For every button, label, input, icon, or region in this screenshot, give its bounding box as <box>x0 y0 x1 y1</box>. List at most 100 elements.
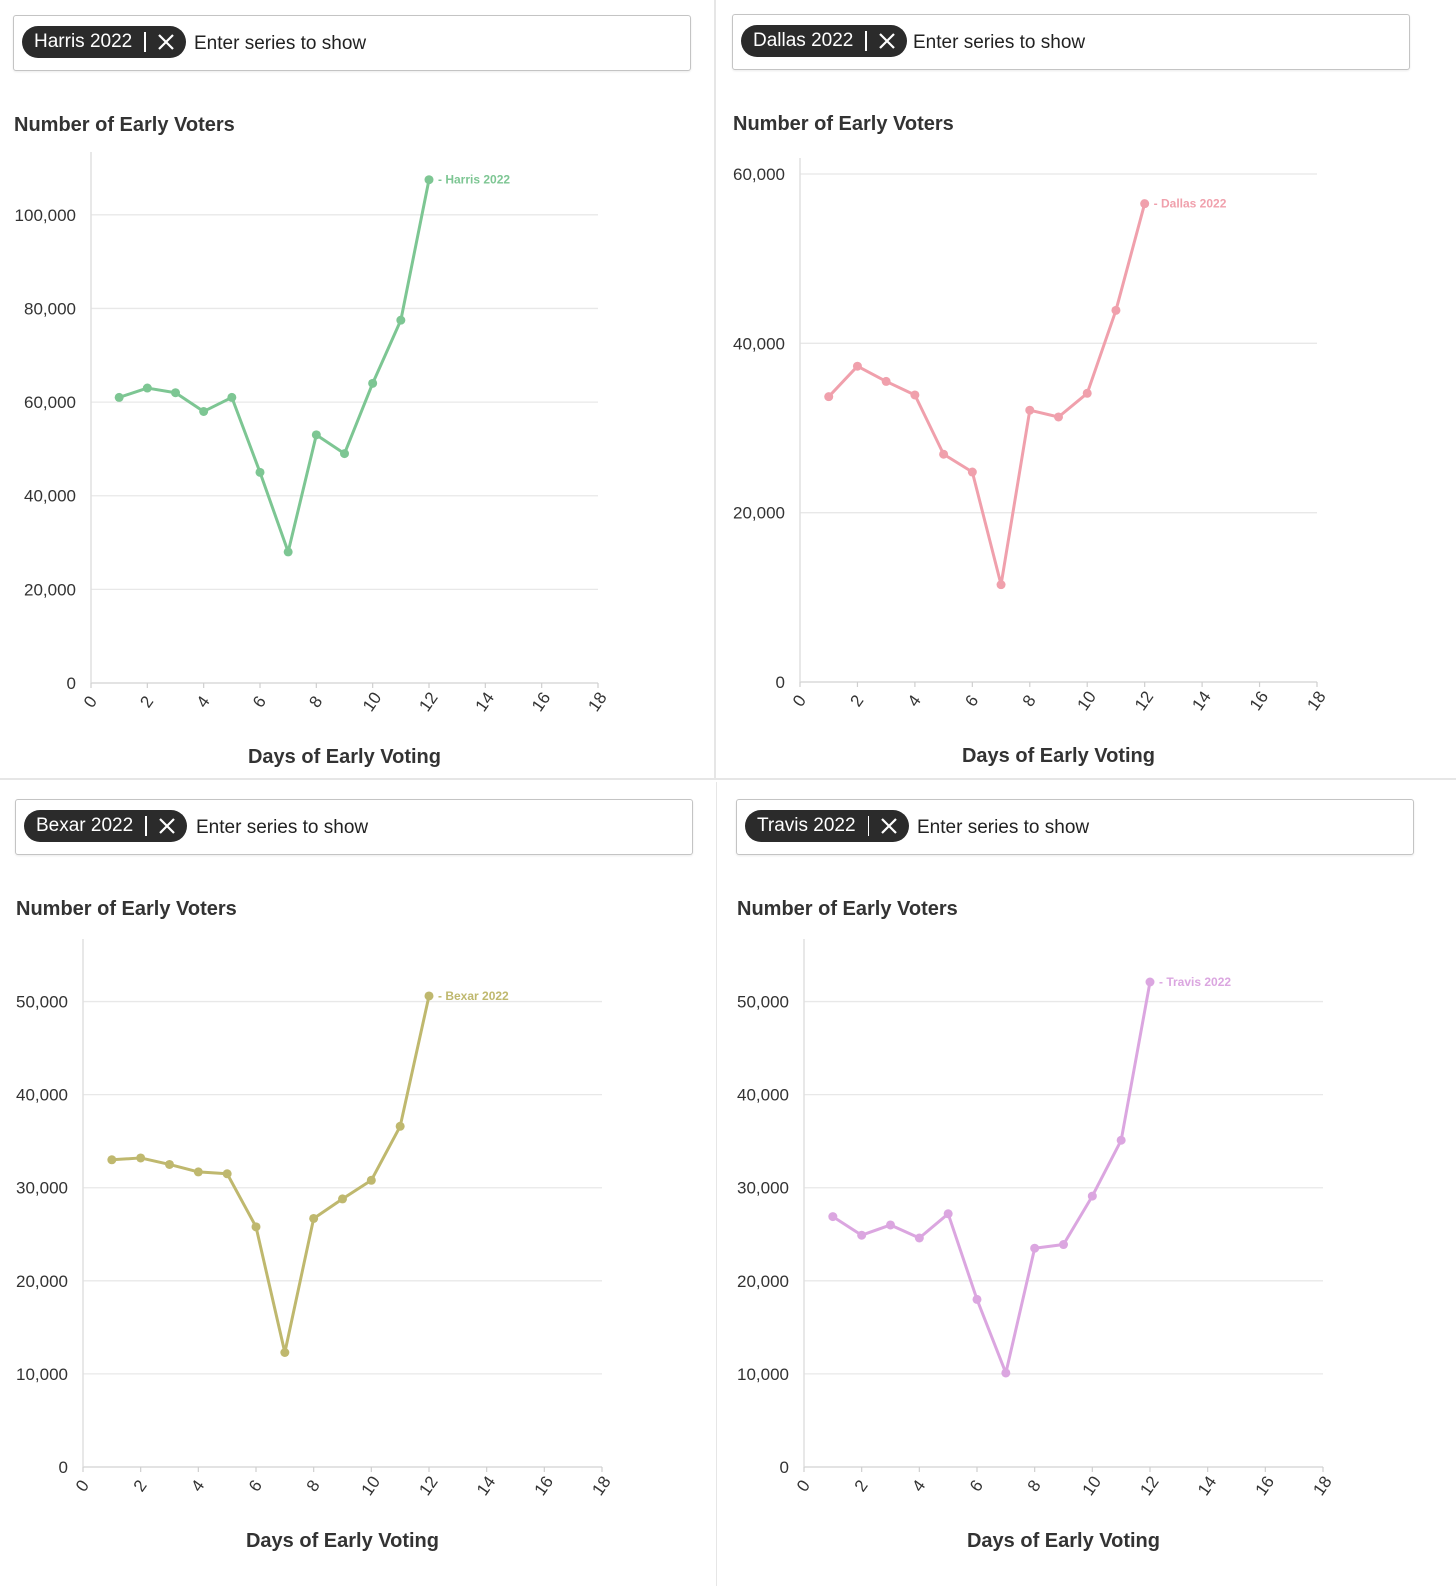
data-point[interactable] <box>943 1209 953 1219</box>
data-point[interactable] <box>280 1347 290 1357</box>
data-point[interactable] <box>424 991 434 1001</box>
series-search-input[interactable] <box>911 27 1385 59</box>
data-point[interactable] <box>910 390 920 400</box>
data-point[interactable] <box>881 376 891 386</box>
series-line <box>111 995 431 1354</box>
y-tick-label: 20,000 <box>737 1272 789 1291</box>
data-point[interactable] <box>1111 305 1121 315</box>
horizontal-divider <box>0 778 1456 780</box>
data-point[interactable] <box>1030 1243 1040 1253</box>
data-point[interactable] <box>1087 1191 1097 1201</box>
data-point[interactable] <box>396 315 406 325</box>
data-point[interactable] <box>171 388 180 398</box>
remove-series-icon[interactable] <box>157 816 177 836</box>
series-chip[interactable]: Bexar 2022 <box>24 810 187 842</box>
y-tick-label: 0 <box>780 1458 789 1477</box>
series-search-input[interactable] <box>192 28 666 60</box>
y-tick-label: 40,000 <box>16 1086 68 1105</box>
data-point[interactable] <box>996 580 1006 590</box>
y-tick-label: 0 <box>776 673 785 692</box>
x-tick-label: 10 <box>1079 1473 1105 1499</box>
x-tick-label: 14 <box>473 1473 499 1499</box>
data-point[interactable] <box>914 1233 924 1243</box>
x-tick-label: 2 <box>136 693 157 712</box>
chart-panel-dallas: Dallas 2022 Number of Early Voters 0 20,00… <box>732 14 1432 792</box>
data-point[interactable] <box>142 383 152 393</box>
data-point[interactable] <box>857 1230 867 1240</box>
remove-series-icon[interactable] <box>879 816 899 836</box>
x-tick-label: 16 <box>1246 688 1272 714</box>
y-tick-label: 10,000 <box>16 1365 68 1384</box>
series-search-input[interactable] <box>194 812 668 844</box>
y-tick-label: 40,000 <box>733 334 785 353</box>
x-tick-label: 18 <box>588 1473 614 1499</box>
data-point[interactable] <box>972 1294 982 1304</box>
data-point[interactable] <box>107 1155 117 1165</box>
data-point[interactable] <box>967 467 977 477</box>
series-chip[interactable]: Harris 2022 <box>22 26 186 58</box>
chip-separator <box>865 31 867 51</box>
chart-title: Number of Early Voters <box>733 113 954 135</box>
data-point[interactable] <box>222 1169 232 1179</box>
series-end-label: - Travis 2022 <box>1159 975 1231 989</box>
data-point[interactable] <box>136 1153 146 1163</box>
x-tick-label: 2 <box>851 1477 872 1496</box>
data-point[interactable] <box>366 1175 376 1185</box>
data-point[interactable] <box>1054 412 1063 422</box>
series-chip-label: Dallas 2022 <box>753 30 854 51</box>
series-line <box>118 179 431 554</box>
series-end-label: - Harris 2022 <box>438 173 510 187</box>
data-point[interactable] <box>424 175 434 185</box>
series-search-input[interactable] <box>915 812 1389 844</box>
data-point[interactable] <box>338 1194 347 1204</box>
data-point[interactable] <box>939 449 949 459</box>
data-point[interactable] <box>311 430 321 440</box>
x-tick-label: 2 <box>130 1477 151 1496</box>
data-point[interactable] <box>309 1213 319 1223</box>
data-point[interactable] <box>283 547 293 557</box>
data-point[interactable] <box>165 1159 174 1169</box>
x-tick-label: 16 <box>528 689 554 715</box>
data-point[interactable] <box>199 406 209 416</box>
series-selector[interactable]: Travis 2022 <box>736 799 1414 855</box>
line-chart: Number of Early Voters 0 10,000 20,000 30,00… <box>737 898 1336 1552</box>
x-tick-label: 6 <box>966 1477 987 1496</box>
chart-panel-travis: Travis 2022 Number of Early Voters 0 10,00… <box>736 799 1436 1577</box>
data-point[interactable] <box>255 467 265 477</box>
data-point[interactable] <box>395 1121 405 1131</box>
x-tick-label: 8 <box>1019 692 1040 711</box>
data-point[interactable] <box>251 1222 261 1232</box>
y-tick-label: 100,000 <box>15 206 76 225</box>
data-point[interactable] <box>1059 1240 1068 1250</box>
data-point[interactable] <box>1116 1135 1126 1145</box>
x-axis-title: Days of Early Voting <box>248 746 441 768</box>
series-selector[interactable]: Bexar 2022 <box>15 799 693 855</box>
data-point[interactable] <box>193 1167 203 1177</box>
data-point[interactable] <box>1001 1368 1011 1378</box>
x-tick-label: 18 <box>584 689 610 715</box>
data-point[interactable] <box>340 449 349 459</box>
data-point[interactable] <box>114 392 124 402</box>
x-tick-label: 10 <box>358 1473 384 1499</box>
series-chip[interactable]: Dallas 2022 <box>741 25 907 57</box>
data-point[interactable] <box>227 392 237 402</box>
y-tick-label: 60,000 <box>733 165 785 184</box>
data-point[interactable] <box>852 361 862 371</box>
data-point[interactable] <box>1082 388 1092 398</box>
series-selector[interactable]: Harris 2022 <box>13 15 691 71</box>
y-tick-label: 50,000 <box>16 993 68 1012</box>
data-point[interactable] <box>368 378 378 388</box>
data-point[interactable] <box>1140 199 1150 209</box>
data-point[interactable] <box>828 1212 838 1222</box>
series-chip[interactable]: Travis 2022 <box>745 810 910 842</box>
data-point[interactable] <box>1025 405 1035 415</box>
remove-series-icon[interactable] <box>877 31 897 51</box>
remove-series-icon[interactable] <box>156 32 176 52</box>
series-selector[interactable]: Dallas 2022 <box>732 14 1410 70</box>
y-tick-label: 40,000 <box>737 1086 789 1105</box>
data-point[interactable] <box>886 1220 895 1230</box>
data-point[interactable] <box>1145 977 1155 987</box>
x-tick-label: 4 <box>193 693 214 712</box>
x-axis-title: Days of Early Voting <box>967 1530 1160 1552</box>
data-point[interactable] <box>824 392 834 402</box>
